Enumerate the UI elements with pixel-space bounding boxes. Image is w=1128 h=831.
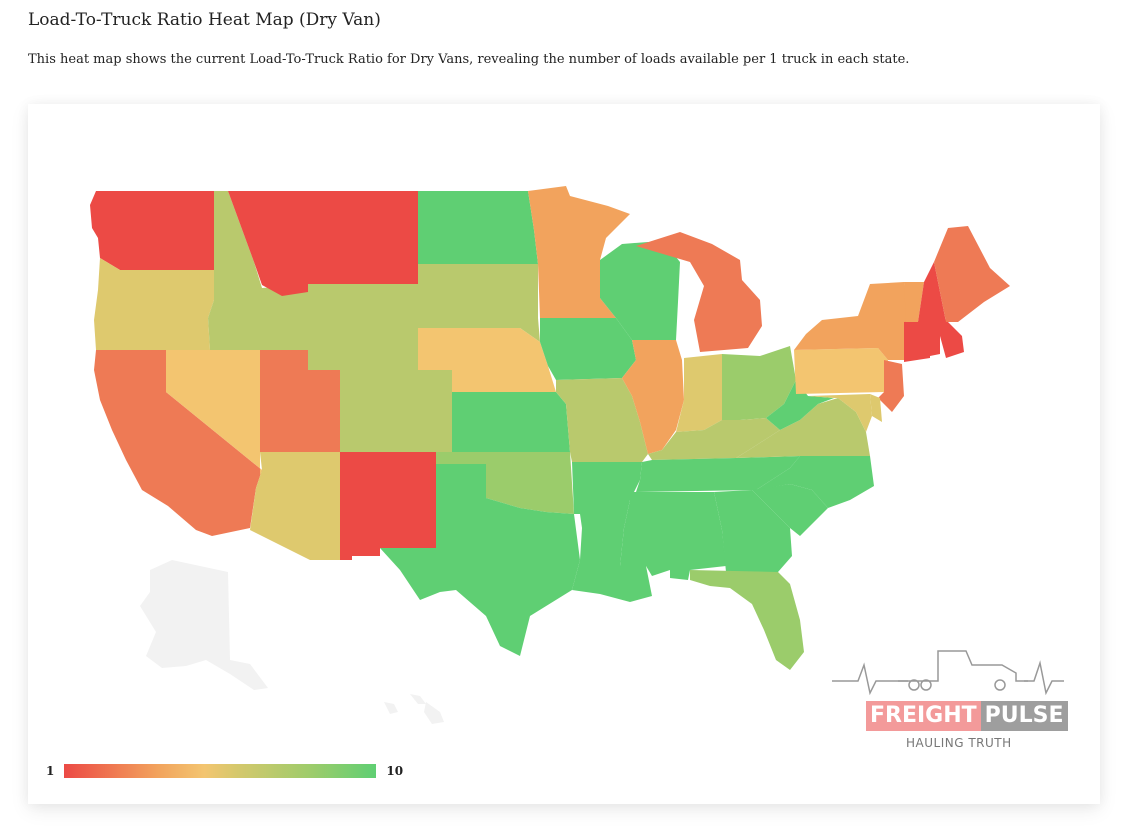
logo-name-part1: FREIGHT (866, 701, 981, 731)
state-ct[interactable] (904, 334, 930, 362)
state-fl[interactable] (690, 570, 804, 670)
color-legend: 1 10 (46, 764, 403, 778)
state-tn[interactable] (636, 456, 800, 492)
map-card: FREIGHT PULSE HAULING TRUTH 1 10 (28, 104, 1100, 804)
state-me[interactable] (934, 226, 1010, 322)
state-la[interactable] (572, 528, 652, 602)
state-ok[interactable] (436, 452, 574, 514)
state-nj[interactable] (878, 360, 904, 412)
state-vt[interactable] (904, 282, 924, 322)
state-nv[interactable] (166, 350, 262, 475)
state-ks[interactable] (452, 392, 570, 452)
state-mn[interactable] (528, 186, 630, 318)
page-description: This heat map shows the current Load-To-… (28, 52, 910, 67)
logo-name-part2: PULSE (980, 701, 1068, 731)
state-oh[interactable] (722, 346, 796, 420)
state-sd[interactable] (418, 264, 540, 342)
legend-gradient-bar (64, 764, 377, 778)
state-wy[interactable] (308, 284, 418, 370)
state-al[interactable] (670, 492, 726, 580)
state-or[interactable] (94, 258, 214, 350)
state-ri[interactable] (930, 336, 940, 356)
state-mt[interactable] (228, 191, 418, 296)
legend-max-label: 10 (386, 764, 404, 778)
state-ca[interactable] (94, 350, 262, 536)
state-ky[interactable] (648, 418, 780, 460)
state-ny[interactable] (794, 282, 910, 360)
state-ma[interactable] (904, 320, 964, 358)
state-sc[interactable] (752, 484, 828, 536)
state-hi[interactable] (384, 694, 444, 724)
state-nh[interactable] (918, 262, 946, 322)
state-wi[interactable] (600, 242, 680, 340)
state-in[interactable] (676, 354, 722, 432)
state-ne[interactable] (418, 328, 556, 392)
page-title: Load-To-Truck Ratio Heat Map (Dry Van) (28, 10, 381, 30)
state-md[interactable] (808, 394, 872, 432)
state-ms[interactable] (620, 492, 670, 576)
state-wv[interactable] (766, 380, 834, 430)
legend-min-label: 1 (46, 764, 55, 778)
logo-wordmark: FREIGHT PULSE (866, 701, 1068, 731)
state-id[interactable] (208, 191, 308, 350)
state-mo[interactable] (556, 378, 648, 462)
state-ar[interactable] (572, 462, 642, 528)
state-nd[interactable] (418, 191, 538, 264)
state-pa[interactable] (794, 348, 888, 394)
state-nm[interactable] (340, 452, 436, 560)
state-wa[interactable] (90, 191, 228, 270)
state-ut[interactable] (260, 350, 340, 452)
state-ia[interactable] (540, 318, 636, 380)
state-mi[interactable] (636, 232, 762, 352)
freightpulse-logo: FREIGHT PULSE HAULING TRUTH (828, 639, 1068, 754)
state-va[interactable] (736, 398, 870, 458)
state-ak[interactable] (140, 560, 268, 690)
state-tx[interactable] (380, 464, 580, 656)
state-co[interactable] (340, 370, 452, 452)
state-nc[interactable] (756, 456, 874, 508)
us-heat-map (90, 186, 1010, 724)
truck-heartbeat-icon (832, 650, 1064, 696)
logo-tagline: HAULING TRUTH (906, 736, 1012, 750)
state-de[interactable] (870, 394, 882, 422)
state-az[interactable] (250, 452, 340, 560)
state-il[interactable] (622, 340, 684, 454)
